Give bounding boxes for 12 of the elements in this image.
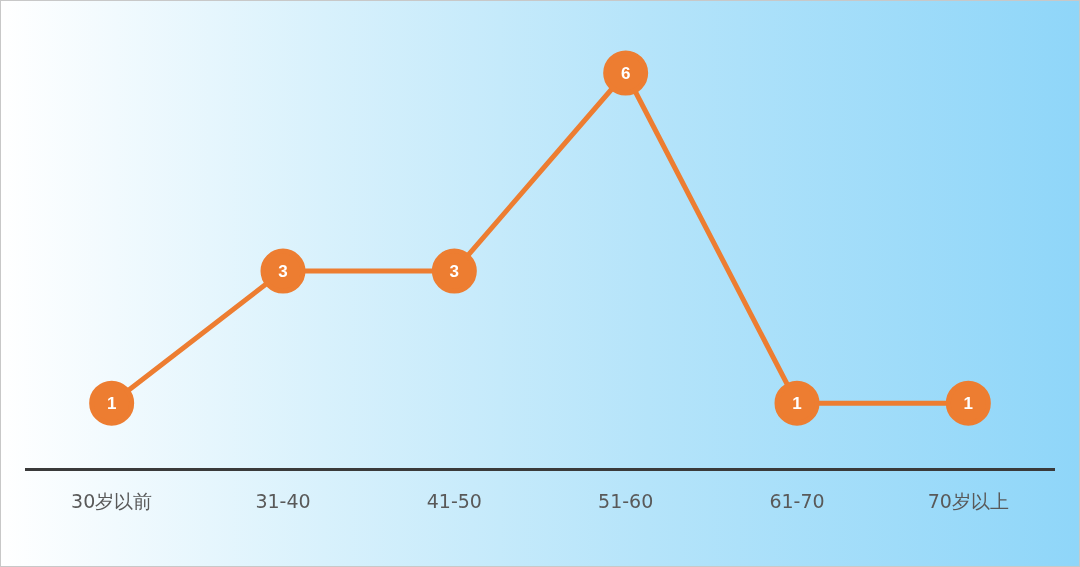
data-label: 1 [963, 393, 974, 413]
x-tick-label: 61-70 [769, 489, 825, 512]
x-tick-label: 70岁以上 [927, 489, 1009, 512]
x-tick-label: 31-40 [255, 489, 311, 512]
data-label: 6 [620, 63, 631, 83]
x-tick-label: 30岁以前 [71, 489, 153, 512]
x-tick-label: 51-60 [598, 489, 654, 512]
data-label: 3 [449, 261, 460, 281]
data-label: 1 [106, 393, 117, 413]
x-tick-label: 41-50 [426, 489, 482, 512]
data-label: 1 [792, 393, 802, 413]
data-label: 3 [278, 261, 288, 281]
